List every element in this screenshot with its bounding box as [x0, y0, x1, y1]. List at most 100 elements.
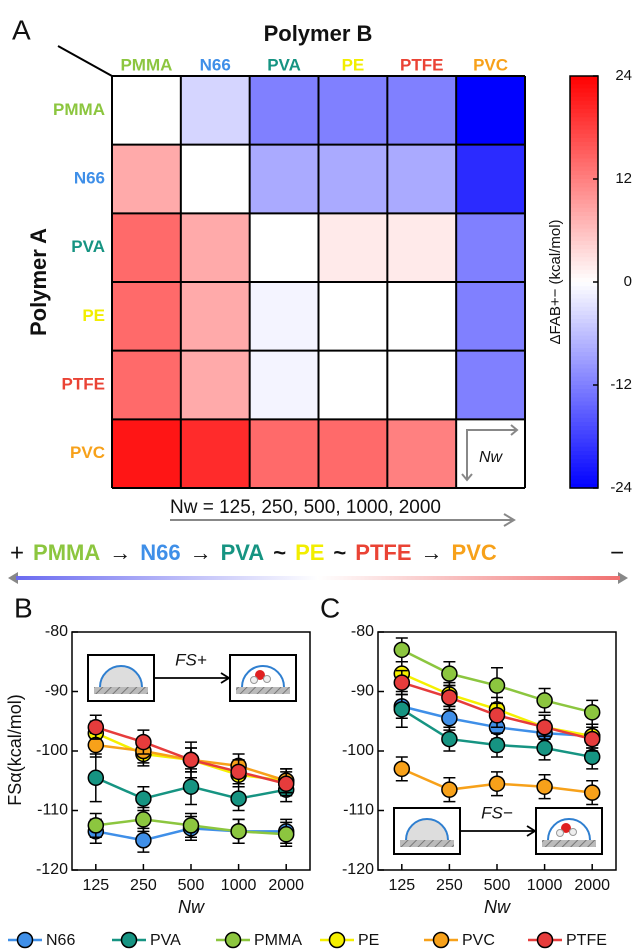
y-title: Polymer A: [26, 228, 51, 336]
colorbar-slice: [570, 450, 598, 456]
tribo-arrow: [16, 576, 620, 580]
colorbar-slice: [570, 277, 598, 283]
heatmap-cell: [318, 350, 388, 420]
colorbar-slice: [570, 96, 598, 102]
heatmap-cell: [180, 213, 251, 283]
data-point: [583, 704, 601, 721]
heatmap-cell: [112, 144, 182, 214]
heatmap-cell: [318, 144, 388, 214]
data-point: [182, 817, 200, 834]
data-point: [488, 736, 506, 754]
colorbar-slice: [570, 409, 598, 415]
data-point: [393, 701, 411, 718]
heatmap-cell: [249, 350, 319, 420]
colorbar-slice: [570, 162, 598, 168]
colorbar-slice: [570, 232, 598, 238]
colorbar-slice: [570, 179, 598, 184]
panel-label: A: [12, 14, 31, 45]
y-tick-label: -110: [343, 802, 374, 819]
tribo-link: ~: [333, 540, 346, 565]
colorbar-slice: [570, 335, 598, 341]
colorbar-slice: [570, 368, 598, 374]
colorbar-tick-label: 12: [615, 170, 632, 187]
heatmap-cell: [249, 213, 319, 283]
colorbar-slice: [570, 244, 598, 250]
colorbar-slice: [570, 422, 598, 427]
heatmap-cell: [318, 76, 388, 146]
data-point: [441, 665, 458, 682]
y-label: FSα(kcal/mol): [5, 694, 25, 805]
row-label: PE: [82, 306, 105, 325]
colorbar-slice: [570, 195, 598, 201]
colorbar-slice: [570, 393, 598, 398]
colorbar-slice: [570, 467, 598, 473]
inset-water: [263, 675, 271, 683]
heatmap-cell: [180, 350, 251, 420]
colorbar-slice: [570, 442, 598, 448]
colorbar-slice: [570, 154, 598, 159]
colorbar-slice: [570, 76, 598, 81]
colorbar-slice: [570, 166, 598, 172]
colorbar-slice: [570, 426, 598, 431]
column-label: N66: [200, 55, 231, 74]
heatmap-cell: [387, 282, 457, 352]
colorbar-slice: [570, 240, 598, 246]
x-tick-label: 500: [484, 877, 511, 894]
colorbar-slice: [570, 257, 598, 262]
data-point: [230, 790, 247, 807]
data-point: [135, 790, 152, 807]
colorbar-slice: [570, 372, 598, 378]
heatmap-cell: [112, 282, 182, 352]
y-tick-label: -80: [351, 623, 374, 640]
colorbar-slice: [570, 405, 598, 411]
row-label: PVA: [71, 237, 105, 256]
data-point: [488, 775, 506, 792]
data-point: [87, 817, 105, 834]
x-tick-label: 250: [436, 877, 463, 894]
colorbar-slice: [570, 314, 598, 320]
colorbar-slice: [570, 174, 598, 180]
colorbar-tick-label: -12: [610, 376, 632, 393]
heatmap-cell: [112, 350, 182, 420]
colorbar-slice: [570, 211, 598, 217]
legend-label: PVC: [462, 932, 495, 949]
heatmap-cell: [318, 419, 388, 489]
data-point: [488, 707, 506, 724]
colorbar-slice: [570, 475, 598, 481]
heatmap-cell: [249, 76, 319, 146]
data-point: [87, 718, 105, 736]
legend-label: PMMA: [254, 932, 302, 949]
tribo-item: PVC: [452, 540, 497, 565]
column-label: PMMA: [120, 55, 172, 74]
data-point: [536, 692, 553, 709]
colorbar-slice: [570, 261, 598, 267]
panel-label: C: [320, 592, 340, 623]
heatmap-cell: [387, 419, 457, 489]
corner-line: [57, 45, 113, 77]
heatmap-cell: [456, 213, 526, 283]
heatmap-cell: [249, 419, 319, 489]
colorbar-slice: [570, 146, 598, 151]
data-point: [536, 739, 553, 757]
colorbar-slice: [570, 413, 598, 419]
data-point: [182, 778, 200, 795]
colorbar-slice: [570, 430, 598, 436]
heatmap-cell: [456, 282, 526, 352]
column-label: PVA: [267, 55, 301, 74]
heatmap-cell: [387, 76, 457, 146]
data-point: [488, 677, 506, 694]
colorbar-slice: [570, 129, 598, 135]
legend-label: N66: [46, 932, 75, 949]
colorbar-slice: [570, 187, 598, 192]
heatmap-cell: [249, 144, 319, 214]
x-title: Polymer B: [264, 21, 373, 46]
data-point: [536, 718, 553, 736]
colorbar-slice: [570, 479, 598, 485]
inset-label: FS+: [175, 650, 207, 669]
column-label: PTFE: [400, 55, 443, 74]
tribo-item: N66: [140, 540, 180, 565]
colorbar-slice: [570, 203, 598, 209]
colorbar-slice: [570, 347, 598, 353]
heatmap-cell: [318, 282, 388, 352]
